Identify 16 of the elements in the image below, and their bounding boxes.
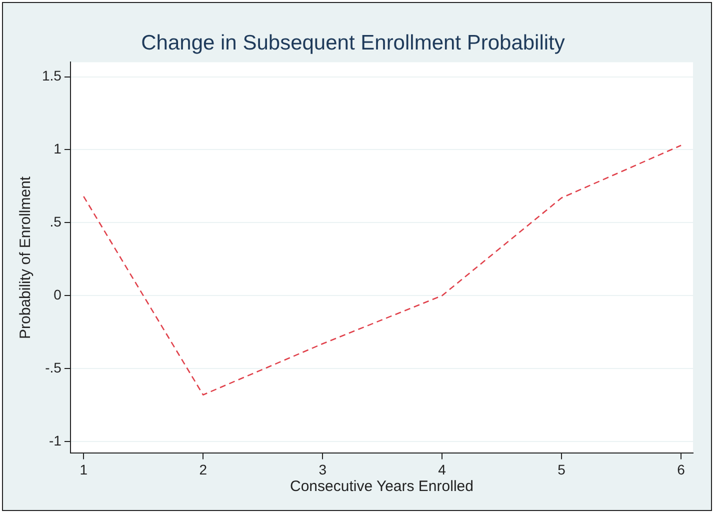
chart-title: Change in Subsequent Enrollment Probability bbox=[141, 31, 566, 54]
x-tick-label: 5 bbox=[558, 461, 566, 478]
y-tick-label: -1 bbox=[49, 432, 62, 448]
line-series bbox=[82, 144, 682, 396]
x-tick-label: 3 bbox=[318, 461, 327, 478]
y-tick-label: 0 bbox=[54, 286, 62, 302]
y-axis-title: Probability of Enrollment bbox=[17, 176, 34, 339]
x-tick-label: 4 bbox=[438, 461, 446, 478]
x-tick-label: 1 bbox=[80, 461, 88, 478]
y-tick-label: .5 bbox=[50, 214, 62, 230]
y-tick-label: 1 bbox=[54, 140, 62, 157]
y-tick-label: -.5 bbox=[45, 359, 62, 376]
x-tick-label: 6 bbox=[677, 461, 686, 478]
y-tick-label: 1.5 bbox=[42, 68, 62, 84]
x-tick-label: 2 bbox=[199, 461, 208, 478]
x-axis-title: Consecutive Years Enrolled bbox=[290, 478, 474, 496]
